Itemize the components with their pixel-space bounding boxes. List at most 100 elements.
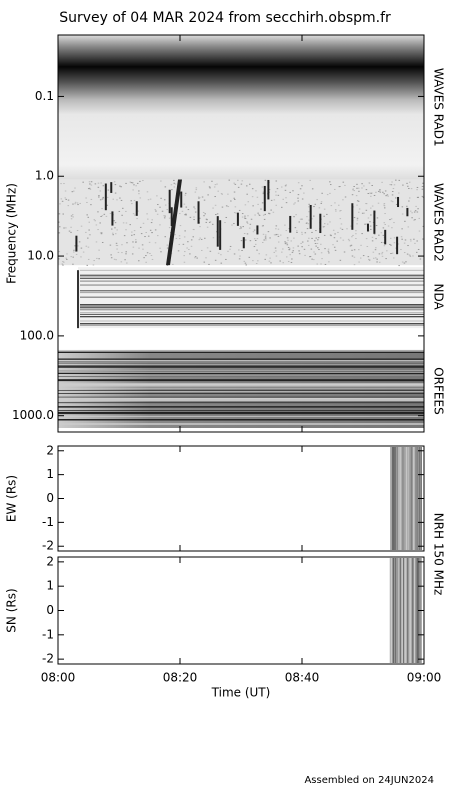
rad2-noise: [135, 239, 137, 241]
rad2-noise: [407, 245, 409, 247]
rad2-noise: [279, 234, 282, 236]
rad2-noise: [356, 217, 359, 219]
rad2-noise: [270, 199, 273, 201]
rad2-burst: [384, 229, 387, 245]
rad2-noise: [351, 194, 354, 196]
rad2-noise: [297, 182, 300, 184]
rad2-noise: [246, 233, 249, 235]
rad2-noise: [332, 229, 335, 231]
rad2-noise: [378, 261, 381, 263]
rad2-noise: [238, 209, 241, 211]
rad2-noise: [76, 230, 79, 232]
rad2-noise: [414, 242, 416, 244]
rad2-noise: [87, 188, 90, 190]
rad2-noise: [135, 241, 137, 243]
rad2-noise: [261, 186, 264, 188]
rad2-noise: [394, 197, 397, 199]
rad2-noise: [314, 253, 317, 255]
rad2-noise: [369, 225, 372, 227]
rad2-noise: [195, 189, 198, 191]
rad2-noise: [419, 258, 422, 260]
rad2-noise: [199, 237, 201, 239]
band-label: NDA: [432, 284, 446, 311]
rad2-noise: [326, 194, 329, 196]
rad2-noise: [358, 190, 360, 192]
rad2-noise: [250, 218, 253, 220]
rad2-noise: [102, 185, 105, 187]
rad2-noise: [395, 203, 398, 205]
rad2-noise: [240, 183, 243, 185]
rad2-noise: [134, 214, 136, 216]
rad2-noise: [119, 197, 121, 199]
rad2-noise: [389, 243, 391, 245]
rad2-noise: [268, 189, 271, 191]
rad2-noise: [107, 189, 110, 191]
rad2-noise: [306, 228, 309, 230]
rad2-noise: [221, 206, 224, 208]
rad2-noise: [151, 258, 154, 260]
rad2-noise: [326, 223, 329, 225]
rad2-noise: [265, 234, 267, 236]
rad2-noise: [240, 227, 242, 229]
rad2-noise: [289, 254, 291, 256]
rad2-noise: [273, 251, 276, 253]
rad2-noise: [201, 249, 203, 251]
rad2-noise: [198, 197, 201, 199]
rad2-noise: [114, 222, 117, 224]
rad2-noise: [184, 251, 186, 253]
rad2-noise: [344, 184, 346, 186]
rad2-noise: [102, 196, 104, 198]
rad2-noise: [208, 186, 211, 188]
rad2-noise: [156, 235, 159, 237]
rad2-noise: [258, 214, 260, 216]
rad2-noise: [96, 257, 98, 259]
rad2-noise: [183, 203, 186, 205]
rad2-noise: [72, 203, 74, 205]
rad2-noise: [65, 198, 67, 200]
rad2-noise: [95, 224, 98, 226]
rad2-noise: [163, 199, 166, 201]
rad2-noise: [98, 249, 100, 251]
rad2-noise: [120, 261, 123, 263]
rad2-noise: [184, 194, 187, 196]
right-label: NRH 150 MHz: [432, 513, 446, 596]
rad2-noise: [164, 236, 167, 238]
rad2-noise: [189, 216, 192, 218]
rad2-noise: [272, 211, 275, 213]
rad2-noise: [94, 183, 97, 185]
rad2-noise: [264, 179, 267, 181]
rad2-noise: [183, 236, 186, 238]
rad2-noise: [361, 183, 363, 185]
rad2-noise: [294, 227, 297, 229]
rad2-noise: [379, 191, 382, 193]
rad2-noise: [262, 225, 264, 227]
rad2-noise: [74, 245, 76, 247]
title: Survey of 04 MAR 2024 from secchirh.obsp…: [59, 10, 391, 26]
rad2-noise: [401, 206, 404, 208]
rad2-noise: [264, 236, 267, 238]
rad2-noise: [332, 244, 334, 246]
rad2-noise: [185, 206, 188, 208]
rad2-noise: [379, 189, 381, 191]
rad2-burst: [289, 215, 292, 233]
rad2-noise: [234, 198, 236, 200]
rad2-noise: [381, 181, 383, 183]
rad2-noise: [323, 208, 326, 210]
rad2-noise: [285, 202, 288, 204]
rad2-noise: [391, 194, 394, 196]
rad2-noise: [193, 219, 195, 221]
rad2-noise: [220, 254, 222, 256]
rad2-noise: [197, 196, 200, 198]
rad2-noise: [374, 257, 377, 259]
rad2-noise: [351, 236, 353, 238]
rad2-noise: [353, 249, 356, 251]
rad2-noise: [105, 215, 108, 217]
rad2-noise: [126, 262, 128, 264]
rad2-noise: [286, 242, 288, 244]
rad2-noise: [184, 214, 186, 216]
rad2-noise: [203, 199, 206, 201]
rad2-noise: [58, 232, 61, 234]
rad2-noise: [301, 246, 303, 248]
rad2-noise: [185, 214, 187, 216]
rad2-noise: [205, 221, 208, 223]
